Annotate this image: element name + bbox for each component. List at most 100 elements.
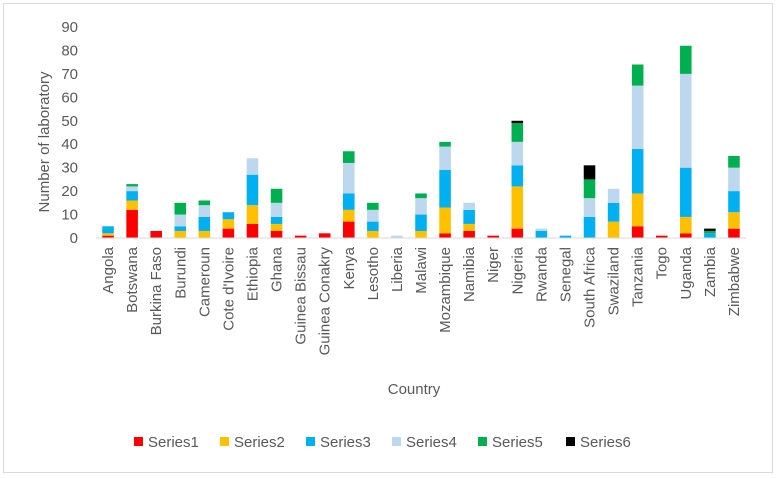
y-tick-label: 40 bbox=[61, 136, 78, 153]
x-tick-label: Botswana bbox=[124, 246, 141, 313]
bar-segment bbox=[680, 45, 692, 74]
bar-segment bbox=[535, 230, 548, 238]
bar-segment bbox=[246, 174, 259, 206]
bar-segment bbox=[583, 165, 596, 180]
x-tick-label: Malawi bbox=[413, 247, 430, 294]
x-tick-label: Cote d'Ivoire bbox=[220, 247, 237, 331]
bar-segment bbox=[415, 214, 427, 231]
bar-segment bbox=[270, 202, 283, 217]
bar-segment bbox=[246, 223, 259, 238]
bar-segment bbox=[680, 216, 692, 234]
bar-segment bbox=[680, 233, 692, 238]
x-tick-labels: Angola Botswana Burkina Faso Burundi Camerou… bbox=[100, 246, 743, 355]
bar-segment bbox=[583, 179, 596, 199]
x-tick-label: Mozambique bbox=[437, 247, 454, 333]
bar-segment bbox=[174, 214, 187, 227]
bar-segment bbox=[704, 233, 716, 238]
legend: Series1 Series2 Series3 Series4 Series5 Serie… bbox=[134, 434, 631, 451]
y-tick-label: 80 bbox=[61, 42, 78, 59]
bar-segment bbox=[631, 226, 644, 238]
legend-swatch bbox=[306, 437, 315, 446]
bar-segment bbox=[439, 207, 451, 234]
bar-segment bbox=[728, 167, 740, 192]
bar-segment bbox=[631, 85, 644, 149]
bar-segment bbox=[439, 146, 451, 171]
x-tick-label: Burundi bbox=[172, 247, 189, 299]
x-tick-label: Rwanda bbox=[533, 246, 550, 302]
bar-segment bbox=[583, 198, 596, 217]
bar-segment bbox=[126, 209, 138, 238]
y-tick-label: 0 bbox=[70, 230, 78, 247]
bar-segment bbox=[102, 226, 114, 234]
bar-segment bbox=[439, 233, 451, 238]
bar-segment bbox=[222, 228, 235, 238]
x-tick-label: Niger bbox=[485, 247, 502, 283]
bar-segment bbox=[343, 162, 355, 194]
y-tick-label: 30 bbox=[61, 160, 78, 177]
x-tick-label: Senegal bbox=[557, 247, 574, 302]
bar-segment bbox=[655, 235, 668, 238]
bar-segment bbox=[728, 228, 740, 238]
legend-label: Series4 bbox=[406, 434, 457, 451]
y-tick-labels: 0 10 20 30 40 50 60 70 80 90 bbox=[61, 19, 78, 247]
bar-segment bbox=[126, 184, 138, 187]
bar-segment bbox=[511, 141, 524, 166]
x-tick-label: South Africa bbox=[582, 246, 599, 328]
bar-segment bbox=[583, 216, 596, 238]
bar-segment bbox=[343, 151, 355, 163]
bar-segment bbox=[270, 216, 283, 224]
y-tick-label: 50 bbox=[61, 113, 78, 130]
bar-segment bbox=[343, 193, 355, 210]
y-tick-label: 20 bbox=[61, 183, 78, 200]
bar-segment bbox=[270, 230, 283, 238]
bar-segment bbox=[511, 186, 524, 229]
bar-segment bbox=[174, 202, 187, 215]
x-tick-label: Tanzania bbox=[630, 246, 647, 307]
bar-segment bbox=[246, 158, 259, 175]
bar-segment bbox=[367, 230, 379, 238]
bar-segment bbox=[246, 205, 259, 224]
bar-segment bbox=[150, 230, 162, 238]
bar-segment bbox=[270, 223, 283, 231]
bar-segment bbox=[198, 216, 211, 231]
x-tick-label: Uganda bbox=[678, 246, 695, 299]
x-tick-label: Cameroun bbox=[196, 247, 213, 317]
legend-label: Series3 bbox=[320, 434, 371, 451]
bar-segment bbox=[343, 221, 355, 238]
bar-segment bbox=[126, 186, 138, 192]
y-axis-title: Number of laboratory bbox=[36, 71, 53, 212]
y-tick-label: 60 bbox=[61, 89, 78, 106]
x-tick-label: Guinea Bissau bbox=[293, 247, 310, 345]
x-tick-label: Zimbabwe bbox=[726, 247, 743, 316]
bar-segment bbox=[511, 120, 524, 124]
x-tick-label: Burkina Faso bbox=[148, 247, 165, 335]
bar-segment bbox=[222, 219, 235, 229]
bar-segment bbox=[680, 73, 692, 168]
x-tick-label: Togo bbox=[654, 247, 671, 280]
x-tick-label: Guinea Conakry bbox=[317, 247, 334, 356]
bar-segment bbox=[511, 228, 524, 238]
bar-segment bbox=[511, 123, 524, 142]
bars-group bbox=[102, 45, 740, 238]
bar-segment bbox=[463, 202, 475, 210]
x-tick-label: Lesotho bbox=[365, 247, 382, 300]
bar-segment bbox=[511, 165, 524, 187]
legend-label: Series1 bbox=[148, 434, 199, 451]
bar-segment bbox=[607, 188, 620, 203]
y-tick-label: 70 bbox=[61, 66, 78, 83]
bar-segment bbox=[367, 202, 379, 210]
y-tick-label: 10 bbox=[61, 207, 78, 224]
x-tick-label: Ethiopia bbox=[244, 246, 261, 301]
legend-swatch bbox=[392, 437, 401, 446]
bar-segment bbox=[343, 209, 355, 222]
bar-segment bbox=[198, 200, 211, 206]
x-tick-label: Kenya bbox=[341, 246, 358, 289]
bar-segment bbox=[631, 193, 644, 227]
bar-segment bbox=[463, 209, 475, 224]
bar-segment bbox=[415, 230, 427, 238]
bar-segment bbox=[174, 226, 187, 231]
bar-segment bbox=[728, 191, 740, 213]
x-tick-label: Swaziland bbox=[606, 247, 623, 315]
x-tick-label: Ghana bbox=[269, 246, 286, 292]
